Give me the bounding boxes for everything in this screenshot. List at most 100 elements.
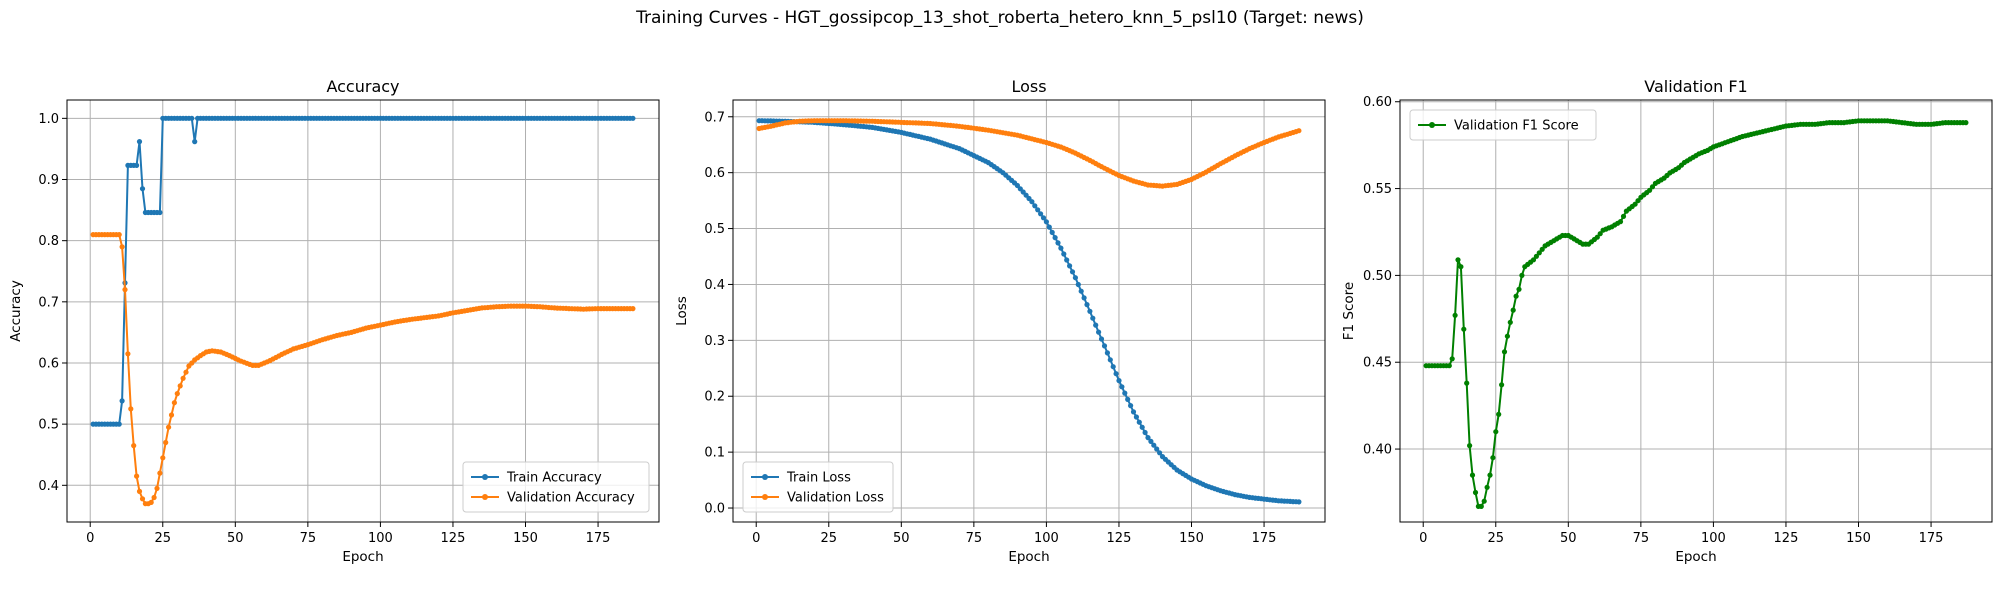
data-point [1496,411,1502,417]
data-point [131,443,137,449]
legend-label: Validation Loss [787,491,884,506]
x-tick-label: 150 [1179,531,1204,546]
data-point [1081,295,1087,301]
x-tick-label: 0 [86,531,94,546]
data-point [1087,308,1093,314]
data-point [1110,364,1116,370]
data-point [1507,319,1513,325]
figure-suptitle: Training Curves - HGT_gossipcop_13_shot_… [636,8,1364,28]
data-point [630,306,636,312]
x-tick-label: 125 [441,531,466,546]
x-axis-label: Epoch [1675,549,1716,565]
y-tick-label: 0.55 [1363,182,1392,197]
data-point [1142,429,1148,436]
data-point [1154,446,1160,452]
legend-box [742,461,894,513]
chart-title: Accuracy [326,77,399,96]
x-tick-label: 25 [1487,531,1504,546]
data-point [1519,272,1525,278]
data-point [1501,349,1508,355]
data-point [1148,438,1154,444]
data-point [177,383,183,389]
data-point [1067,263,1073,269]
chart-accuracy: 0 25 50 75 100 125 150 175 0.4 0.5 0.6 0.7 0.8 0.9 1.0… [8,77,660,565]
y-tick-label: 0.4 [704,278,725,293]
data-point [139,496,146,502]
data-point [1107,357,1113,363]
data-point [1133,414,1139,420]
data-point [139,186,146,192]
legend-marker [762,474,768,480]
x-tick-label: 25 [154,531,171,546]
data-point [116,232,122,238]
data-point [1101,343,1108,349]
data-point [157,470,163,476]
data-point [1481,498,1487,504]
data-point [1530,257,1537,263]
series-line [759,119,1299,503]
data-point [125,351,131,357]
legend-marker [1429,122,1435,128]
data-point [1049,229,1055,235]
data-point [1096,329,1102,335]
data-point [189,115,195,121]
y-tick-label: 0.6 [38,356,59,371]
chart-title: Validation F1 [1644,77,1747,96]
x-axis-label: Epoch [342,549,383,565]
data-point [1296,128,1302,134]
data-point [1058,245,1064,251]
data-point [1539,246,1545,252]
legend-label: Validation F1 Score [1454,119,1579,134]
legend-box [462,461,650,513]
axes-frame [732,99,1326,523]
data-point [1078,288,1084,294]
data-point [1055,240,1061,246]
data-point [1478,503,1484,509]
data-point [1069,269,1076,275]
data-point [1516,286,1522,292]
data-point [1084,302,1090,308]
y-tick-label: 0.3 [704,334,725,349]
y-tick-label: 0.50 [1363,269,1392,284]
data-point [1469,472,1476,478]
y-tick-label: 1.0 [38,112,59,127]
data-point [1533,253,1539,259]
x-tick-label: 0 [1419,531,1427,546]
data-point [1620,213,1627,219]
x-tick-label: 175 [1919,531,1944,546]
data-point [1038,211,1044,217]
legend-box [1409,109,1597,141]
x-tick-label: 100 [1034,531,1059,546]
x-tick-label: 100 [1701,531,1726,546]
data-point [192,139,198,145]
data-point [1490,455,1496,461]
x-tick-label: 50 [227,531,244,546]
y-tick-label: 0.2 [704,390,725,405]
data-point [1449,356,1455,362]
y-axis-label: Accuracy [8,280,24,342]
y-tick-label: 0.7 [704,110,725,125]
data-point [1963,120,1969,126]
data-point [1635,198,1641,204]
x-tick-label: 150 [513,531,538,546]
data-point [1098,336,1105,342]
axes-frame [66,99,660,523]
data-point [1128,403,1134,409]
data-point [1145,435,1151,441]
data-point [168,412,175,418]
chart-validation-f1: 0 25 50 75 100 125 150 175 0.40 0.45 0.50 0.55 0.60 V… [1341,77,1993,565]
data-point [1617,219,1624,225]
data-point [1032,203,1038,209]
data-point [1035,207,1041,213]
legend-marker [482,474,488,480]
data-point [1116,378,1122,384]
data-point [1458,264,1464,270]
x-tick-label: 100 [368,531,393,546]
data-point [180,375,186,381]
series-line [93,117,633,426]
data-point [134,162,140,168]
x-tick-label: 150 [1846,531,1871,546]
x-tick-label: 75 [300,531,317,546]
x-tick-label: 175 [586,531,611,546]
